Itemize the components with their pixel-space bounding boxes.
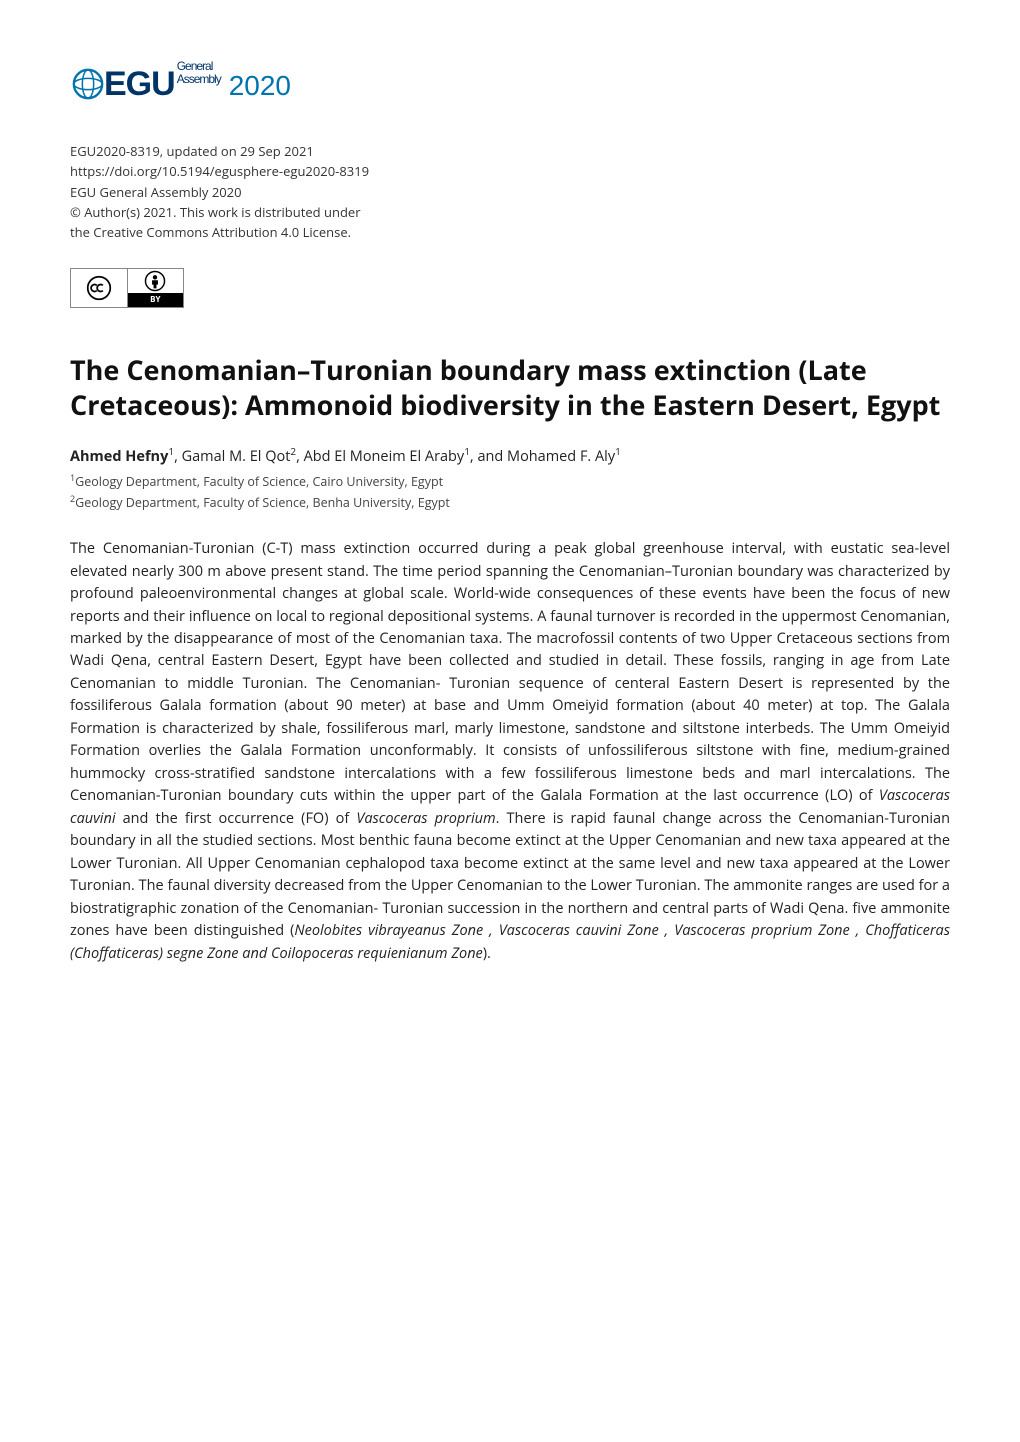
logo-org-super: GeneralAssembly xyxy=(177,60,221,85)
lead-author: Ahmed Hefny xyxy=(70,447,168,466)
affiliation-2: 2Geology Department, Faculty of Science,… xyxy=(70,492,950,513)
author-4-sup: 1 xyxy=(615,444,621,458)
affiliation-1: 1Geology Department, Faculty of Science,… xyxy=(70,471,950,492)
abstract-segment: The Cenomanian-Turonian (C-T) mass extin… xyxy=(70,539,950,805)
abstract-id: EGU2020-8319, updated on 29 Sep 2021 xyxy=(70,141,950,161)
abstract-segment: and the first occurrence (FO) of xyxy=(115,809,356,828)
egu-logo: EGUGeneralAssembly 2020 xyxy=(70,60,950,109)
by-label: BY xyxy=(128,293,184,307)
conference-name: EGU General Assembly 2020 xyxy=(70,182,950,202)
copyright-line: © Author(s) 2021. This work is distribut… xyxy=(70,202,950,222)
paper-title: The Cenomanian–Turonian boundary mass ex… xyxy=(70,352,950,422)
by-person-icon xyxy=(128,269,184,293)
logo-org: EGUGeneralAssembly xyxy=(70,60,221,109)
by-icon-cell: BY xyxy=(128,269,184,307)
cc-by-badge: BY xyxy=(70,268,184,308)
author-2: , Gamal M. El Qot xyxy=(174,447,290,466)
abstract-body: The Cenomanian-Turonian (C-T) mass extin… xyxy=(70,538,950,965)
doi-link[interactable]: https://doi.org/10.5194/egusphere-egu202… xyxy=(70,161,950,181)
taxon-italic: Vascoceras proprium xyxy=(356,809,495,828)
logo-year: 2020 xyxy=(229,66,291,107)
author-list: Ahmed Hefny1, Gamal M. El Qot2, Abd El M… xyxy=(70,444,950,467)
license-line: the Creative Commons Attribution 4.0 Lic… xyxy=(70,222,950,242)
logo-org-text: EGU xyxy=(104,65,175,103)
abstract-metadata: EGU2020-8319, updated on 29 Sep 2021 htt… xyxy=(70,141,950,242)
author-4: , and Mohamed F. Aly xyxy=(470,447,615,466)
abstract-segment: ). xyxy=(483,944,491,963)
cc-icon xyxy=(71,269,128,307)
affiliation-list: 1Geology Department, Faculty of Science,… xyxy=(70,471,950,512)
author-3: , Abd El Moneim El Araby xyxy=(296,447,464,466)
